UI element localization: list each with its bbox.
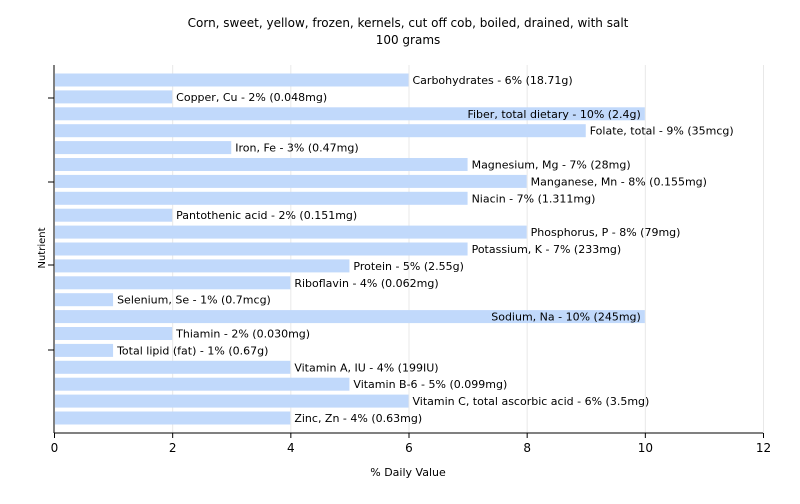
chart-title: Corn, sweet, yellow, frozen, kernels, cu…: [188, 16, 629, 30]
bar-label: Niacin - 7% (1.311mg): [472, 192, 596, 205]
y-axis-label: Nutrient: [37, 227, 48, 268]
x-tick-label: 6: [405, 441, 413, 455]
x-tick-label: 12: [756, 441, 771, 455]
x-tick-label: 4: [287, 441, 295, 455]
bar-label: Fiber, total dietary - 10% (2.4g): [467, 108, 640, 121]
bar: [55, 293, 114, 307]
bar: [55, 242, 468, 256]
bar: [55, 310, 645, 324]
bar: [55, 73, 409, 87]
bar: [55, 377, 350, 391]
bar-label: Pantothenic acid - 2% (0.151mg): [176, 209, 357, 222]
bar-label: Vitamin C, total ascorbic acid - 6% (3.5…: [413, 395, 650, 408]
bar: [55, 394, 409, 408]
bar: [55, 259, 350, 273]
bar-label: Selenium, Se - 1% (0.7mcg): [117, 294, 271, 307]
bar-label: Zinc, Zn - 4% (0.63mg): [294, 412, 422, 425]
bar-label: Folate, total - 9% (35mcg): [590, 125, 734, 138]
bar-label: Riboflavin - 4% (0.062mg): [294, 277, 438, 290]
x-tick-label: 8: [523, 441, 531, 455]
bar-label: Phosphorus, P - 8% (79mg): [531, 226, 681, 239]
bar-label: Vitamin A, IU - 4% (199IU): [294, 361, 438, 374]
bar: [55, 208, 173, 222]
bar-label: Copper, Cu - 2% (0.048mg): [176, 91, 327, 104]
bar-label: Iron, Fe - 3% (0.47mg): [235, 142, 358, 155]
bar-label: Carbohydrates - 6% (18.71g): [413, 74, 573, 87]
bar: [55, 411, 291, 425]
x-tick-label: 2: [169, 441, 177, 455]
bar: [55, 141, 232, 155]
chart-subtitle: 100 grams: [376, 33, 441, 47]
bar-label: Thiamin - 2% (0.030mg): [175, 328, 310, 341]
x-tick-label: 10: [638, 441, 653, 455]
bar-label: Vitamin B-6 - 5% (0.099mg): [353, 378, 507, 391]
bar: [55, 124, 586, 138]
bar: [55, 225, 527, 239]
bar-label: Potassium, K - 7% (233mg): [472, 243, 622, 256]
bar-label: Manganese, Mn - 8% (0.155mg): [531, 175, 707, 188]
bar-label: Total lipid (fat) - 1% (0.67g): [116, 344, 268, 357]
x-tick-label: 0: [51, 441, 59, 455]
bar: [55, 174, 527, 188]
x-axis-label: % Daily Value: [370, 466, 446, 479]
bar-label: Protein - 5% (2.55g): [353, 260, 464, 273]
bars: Carbohydrates - 6% (18.71g) Copper, Cu - …: [55, 73, 734, 425]
bar: [55, 158, 468, 171]
bar: [55, 107, 645, 121]
bar: [55, 276, 291, 290]
bar-label: Magnesium, Mg - 7% (28mg): [472, 159, 631, 172]
bar: [55, 360, 291, 374]
bar-label: Sodium, Na - 10% (245mg): [491, 311, 641, 324]
x-ticks: 0 2 4 6 8 10 12: [48, 97, 771, 455]
bar: [55, 343, 114, 357]
bar: [55, 191, 468, 205]
bar: [55, 327, 173, 340]
bar: [55, 90, 173, 104]
